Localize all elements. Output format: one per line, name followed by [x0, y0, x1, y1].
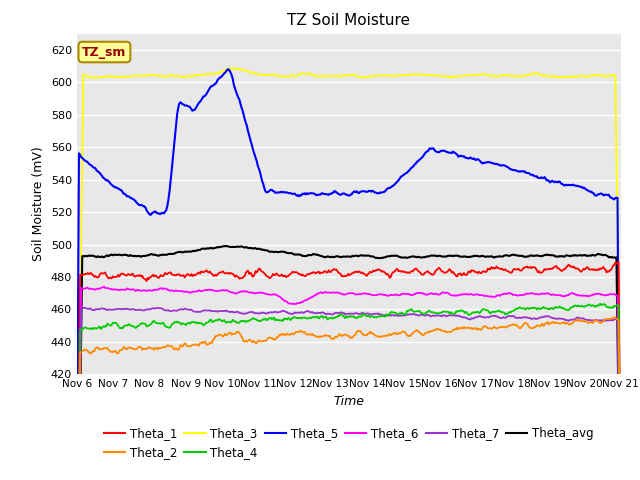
Theta_2	[335, 333, 342, 338]
Theta_2	[519, 323, 527, 328]
Theta_6	[369, 292, 376, 298]
Line: Theta_4: Theta_4	[77, 304, 621, 480]
Theta_4	[596, 301, 604, 307]
Text: TZ_sm: TZ_sm	[82, 46, 127, 59]
Line: Theta_6: Theta_6	[77, 287, 621, 480]
Line: Theta_avg: Theta_avg	[77, 246, 621, 480]
Theta_1	[615, 259, 623, 265]
Y-axis label: Soil Moisture (mV): Soil Moisture (mV)	[32, 146, 45, 262]
Theta_7	[520, 314, 527, 320]
Line: Theta_3: Theta_3	[77, 68, 621, 480]
Theta_4	[397, 311, 404, 317]
Theta_7	[336, 310, 344, 316]
Line: Theta_1: Theta_1	[77, 262, 621, 480]
Theta_3	[605, 73, 612, 79]
Theta_7	[605, 318, 612, 324]
Theta_3	[398, 72, 406, 78]
Line: Theta_5: Theta_5	[77, 69, 621, 480]
Theta_4	[335, 312, 342, 318]
Theta_3	[336, 73, 344, 79]
Theta_6	[520, 292, 527, 298]
Theta_6	[398, 291, 406, 297]
Line: Theta_2: Theta_2	[77, 317, 621, 480]
Theta_6	[605, 292, 612, 298]
Theta_6	[100, 284, 108, 289]
Theta_avg	[332, 253, 340, 259]
Theta_4	[367, 313, 375, 319]
Theta_avg	[369, 253, 376, 259]
Theta_5	[520, 169, 527, 175]
Theta_6	[332, 289, 340, 295]
Theta_5	[332, 190, 340, 195]
Theta_1	[332, 267, 339, 273]
Theta_2	[367, 331, 375, 336]
Theta_5	[369, 188, 376, 193]
Theta_4	[332, 315, 339, 321]
Theta_7	[332, 310, 340, 316]
Theta_7	[155, 305, 163, 311]
X-axis label: Time: Time	[333, 395, 364, 408]
Theta_3	[232, 65, 240, 71]
Theta_6	[336, 290, 344, 296]
Theta_2	[604, 316, 612, 322]
Theta_2	[397, 330, 404, 336]
Theta_avg	[605, 254, 612, 260]
Theta_avg	[336, 254, 344, 260]
Theta_1	[519, 266, 527, 272]
Line: Theta_7: Theta_7	[77, 308, 621, 480]
Theta_2	[332, 334, 339, 340]
Theta_1	[397, 268, 404, 274]
Theta_3	[520, 73, 527, 79]
Theta_5	[398, 173, 406, 179]
Theta_avg	[220, 243, 228, 249]
Title: TZ Soil Moisture: TZ Soil Moisture	[287, 13, 410, 28]
Theta_1	[335, 270, 342, 276]
Theta_3	[369, 73, 376, 79]
Theta_avg	[398, 255, 406, 261]
Theta_1	[367, 270, 375, 276]
Theta_7	[398, 313, 406, 319]
Theta_5	[605, 192, 612, 198]
Legend: Theta_1, Theta_2, Theta_3, Theta_4, Theta_5, Theta_6, Theta_7, Theta_avg: Theta_1, Theta_2, Theta_3, Theta_4, Thet…	[99, 422, 598, 464]
Theta_4	[605, 304, 612, 310]
Theta_5	[225, 66, 232, 72]
Theta_1	[604, 268, 612, 274]
Theta_4	[519, 305, 527, 311]
Theta_7	[369, 312, 376, 317]
Theta_5	[336, 192, 344, 197]
Theta_3	[332, 72, 340, 78]
Theta_2	[611, 314, 618, 320]
Theta_avg	[520, 254, 527, 260]
